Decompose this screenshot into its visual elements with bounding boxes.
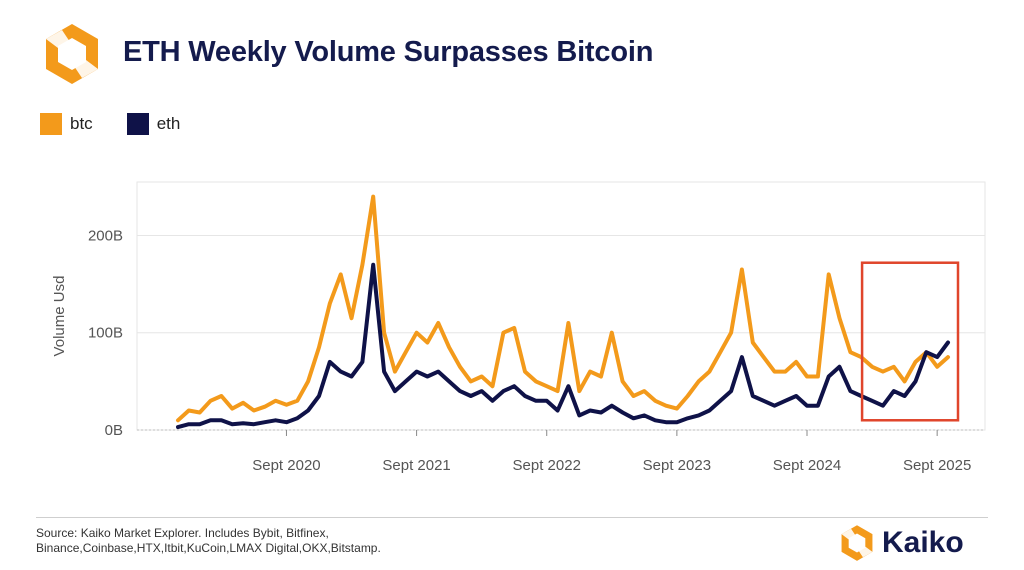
x-tick-label: Sept 2023: [643, 457, 711, 474]
source-line-1: Source: Kaiko Market Explorer. Includes …: [36, 526, 329, 540]
brand-name: Kaiko: [882, 526, 964, 559]
series-line-btc: [176, 194, 950, 423]
highlight-box: [860, 261, 960, 422]
brand-mark: Kaiko: [838, 524, 964, 562]
page-title: ETH Weekly Volume Surpasses Bitcoin: [123, 36, 654, 68]
legend-swatch-eth: [126, 113, 149, 135]
chart-series: [176, 194, 950, 430]
y-axis: 0B 100B 200B: [88, 227, 123, 439]
legend-label-eth: eth: [156, 114, 181, 133]
x-tick-label: Sept 2022: [513, 457, 581, 474]
x-tick-label: Sept 2021: [382, 457, 450, 474]
source-note: Source: Kaiko Market Explorer. Includes …: [36, 526, 596, 556]
y-tick-label: 200B: [88, 227, 123, 244]
x-tick-label: Sept 2020: [252, 457, 320, 474]
legend-label-btc: btc: [70, 114, 93, 133]
chart-legend: btc eth: [40, 113, 214, 135]
kaiko-logo-icon: [841, 525, 873, 561]
series-line-eth: [176, 262, 950, 430]
x-axis: Sept 2020 Sept 2021 Sept 2022 Sept 2023 Sept…: [252, 430, 971, 474]
x-tick-label: Sept 2024: [773, 457, 841, 474]
legend-item-btc[interactable]: btc: [40, 113, 93, 135]
chart-annotations: [860, 261, 960, 422]
footer-divider: [36, 517, 988, 518]
x-tick-label: Sept 2025: [903, 457, 971, 474]
legend-swatch-btc: [40, 113, 62, 135]
y-tick-label: 100B: [88, 325, 123, 342]
legend-item-eth[interactable]: eth: [126, 113, 181, 135]
y-axis-label: Volume Usd: [51, 276, 68, 357]
source-line-2: Binance,Coinbase,HTX,Itbit,KuCoin,LMAX D…: [36, 541, 381, 555]
kaiko-logo-icon: [46, 24, 98, 84]
y-tick-label: 0B: [105, 422, 123, 439]
